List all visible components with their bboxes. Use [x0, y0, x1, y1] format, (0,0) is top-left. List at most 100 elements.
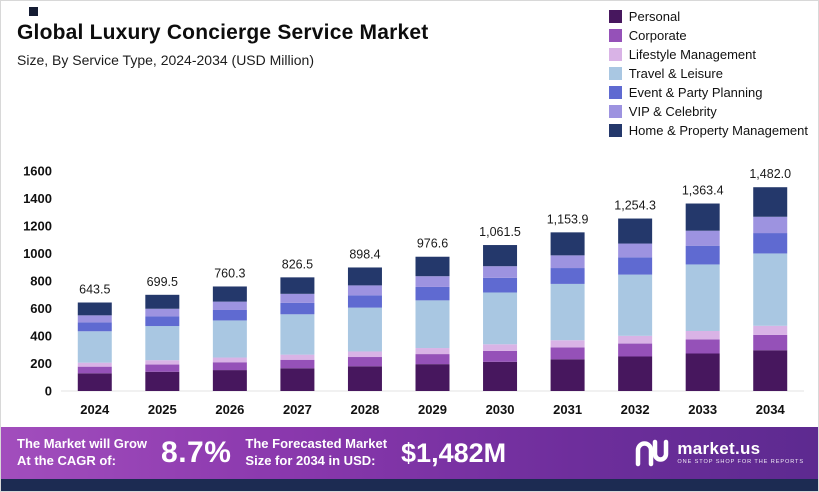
x-category-label: 2031 [553, 402, 582, 417]
bar-segment [483, 266, 518, 278]
bar-segment [753, 350, 788, 391]
bar-segment [550, 268, 585, 284]
bar-total-label: 1,254.3 [614, 199, 656, 213]
bar-total-label: 1,482.0 [749, 167, 791, 181]
cagr-label-line2: At the CAGR of: [17, 453, 116, 468]
bar-segment [415, 300, 450, 349]
y-tick-label: 1200 [23, 219, 52, 234]
bar-segment [280, 368, 315, 391]
bar-total-label: 699.5 [147, 275, 178, 289]
forecast-label-line2: Size for 2034 in USD: [245, 453, 376, 468]
bar-segment [618, 257, 653, 275]
legend: Personal Corporate Lifestyle Management Tra… [608, 9, 808, 142]
bar-segment [145, 371, 180, 391]
bar-segment [550, 255, 585, 269]
bar-total-label: 1,363.4 [682, 184, 724, 198]
y-tick-label: 400 [30, 329, 52, 344]
legend-swatch [608, 86, 622, 99]
market-us-logo-icon [636, 439, 669, 467]
legend-item: Event & Party Planning [608, 85, 808, 100]
bar-segment [618, 343, 653, 357]
bar-segment [483, 277, 518, 293]
x-category-label: 2034 [756, 402, 786, 417]
bar-segment [550, 232, 585, 256]
bar-segment [280, 293, 315, 303]
bar-total-label: 898.4 [349, 247, 380, 261]
legend-swatch [608, 48, 622, 61]
forecast-label-line1: The Forecasted Market [245, 436, 388, 452]
bar-segment [483, 344, 518, 351]
legend-swatch [608, 67, 622, 80]
bar-segment [483, 292, 518, 345]
legend-item: Personal [608, 9, 808, 24]
bar-segment [77, 331, 112, 363]
bar-segment [77, 302, 112, 316]
bar-segment [280, 354, 315, 360]
bar-segment [347, 307, 382, 352]
bar-segment [145, 294, 180, 309]
legend-swatch [608, 10, 622, 23]
bar-segment [685, 203, 720, 231]
legend-swatch [608, 105, 622, 118]
legend-label: Lifestyle Management [628, 47, 756, 62]
bar-segment [483, 361, 518, 391]
x-category-label: 2028 [350, 402, 379, 417]
page-subtitle: Size, By Service Type, 2024-2034 (USD Mi… [17, 52, 314, 68]
bar-segment [347, 357, 382, 367]
bar-segment [212, 286, 247, 302]
bar-segment [145, 364, 180, 372]
bar-segment [753, 216, 788, 234]
bar-segment [212, 320, 247, 358]
x-category-label: 2030 [486, 402, 515, 417]
bar-segment [753, 325, 788, 335]
bar-segment [212, 370, 247, 391]
brand-tagline: ONE STOP SHOP FOR THE REPORTS [677, 459, 804, 466]
page-title: Global Luxury Concierge Service Market [17, 21, 429, 44]
bar-segment [77, 362, 112, 367]
bar-segment [145, 316, 180, 327]
bar-segment [550, 283, 585, 341]
legend-swatch [608, 29, 622, 42]
bar-segment [415, 286, 450, 301]
chart-area: 0 200 400 600 800 1000 1200 1400 1600 643.5 2024 69… [9, 141, 812, 427]
bar-segment [685, 230, 720, 246]
bar-segment [212, 357, 247, 363]
bar-segment [280, 277, 315, 294]
y-tick-label: 800 [30, 274, 52, 289]
bar-segment [550, 359, 585, 391]
bar-segment [212, 362, 247, 371]
bar-segment [618, 218, 653, 244]
bar-segment [483, 350, 518, 362]
footer-banner: The Market will Grow At the CAGR of: 8.7… [1, 427, 818, 479]
legend-label: Personal [628, 9, 681, 24]
forecast-label: The Forecasted Market Size for 2034 in U… [245, 436, 387, 470]
legend-label: VIP & Celebrity [628, 104, 717, 119]
y-tick-label: 200 [30, 356, 52, 371]
bar-segment [347, 295, 382, 308]
bar-segment [347, 285, 382, 296]
bar-segment [212, 301, 247, 310]
bar-segment [415, 256, 450, 277]
x-category-label: 2025 [148, 402, 177, 417]
legend-item: Corporate [608, 28, 808, 43]
bar-segment [618, 356, 653, 391]
bar-segment [753, 187, 788, 217]
bar-segment [280, 314, 315, 355]
bar-segment [77, 315, 112, 323]
legend-label: Event & Party Planning [628, 85, 763, 100]
bar-total-label: 760.3 [214, 266, 245, 280]
legend-item: Lifestyle Management [608, 47, 808, 62]
x-category-label: 2032 [621, 402, 650, 417]
cagr-label: The Market will Grow At the CAGR of: [17, 436, 147, 470]
legend-item: VIP & Celebrity [608, 104, 808, 119]
bar-segment [280, 359, 315, 369]
legend-item: Travel & Leisure [608, 66, 808, 81]
legend-label: Home & Property Management [628, 123, 808, 138]
bar-segment [685, 245, 720, 265]
bar-total-label: 1,061.5 [479, 225, 521, 239]
bar-segment [212, 309, 247, 321]
y-tick-label: 0 [45, 384, 52, 399]
y-tick-label: 1000 [23, 246, 52, 261]
bar-total-label: 976.6 [417, 237, 448, 251]
